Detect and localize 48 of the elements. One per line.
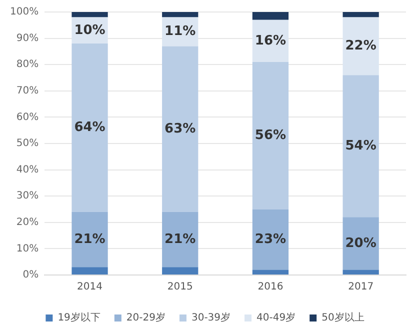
x-tick-label: 2015 — [167, 282, 193, 293]
y-tick-label: 0% — [22, 270, 39, 281]
y-tick-label: 30% — [16, 190, 39, 202]
x-tick-label: 2017 — [348, 282, 374, 293]
bar — [162, 267, 198, 274]
data-label: 11% — [164, 24, 196, 40]
bar — [342, 12, 379, 18]
bar — [252, 209, 289, 270]
legend-label: 19岁以下 — [58, 312, 100, 324]
data-label: 64% — [74, 120, 106, 136]
y-tick-label: 90% — [16, 32, 39, 44]
bar — [72, 267, 108, 274]
y-tick-label: 60% — [16, 112, 39, 123]
bar — [342, 270, 379, 274]
bar — [252, 12, 289, 20]
data-label: 21% — [164, 232, 196, 247]
data-label: 16% — [254, 33, 286, 48]
data-label: 56% — [254, 128, 286, 143]
bar — [162, 46, 198, 212]
bar — [162, 212, 198, 268]
legend-label: 40-49岁 — [256, 312, 296, 324]
bar — [72, 12, 108, 18]
legend-label: 50岁以上 — [322, 312, 364, 324]
y-tick-label: 70% — [16, 85, 39, 96]
data-label: 20% — [345, 236, 376, 251]
bar — [342, 217, 379, 270]
bar — [342, 75, 379, 218]
y-tick-label: 50% — [16, 138, 39, 150]
data-label: 63% — [164, 121, 196, 136]
legend-label: 30-39岁 — [191, 312, 231, 324]
y-tick-label: 80% — [16, 59, 39, 70]
x-tick-label: 2014 — [77, 282, 102, 293]
data-label: 22% — [345, 38, 376, 54]
data-label: 54% — [345, 138, 376, 154]
bar — [252, 62, 289, 210]
y-tick-label: 40% — [16, 164, 39, 176]
data-label: 21% — [74, 232, 106, 247]
data-label: 23% — [254, 232, 286, 247]
data-label: 10% — [74, 22, 106, 38]
bar — [72, 44, 108, 212]
legend-label: 20-29岁 — [126, 312, 166, 324]
bar — [162, 12, 198, 18]
bar — [252, 270, 289, 274]
y-tick-label: 100% — [10, 6, 39, 18]
y-tick-label: 20% — [16, 216, 39, 228]
y-tick-label: 10% — [16, 243, 39, 254]
bar — [72, 212, 108, 268]
x-tick-label: 2016 — [258, 282, 284, 293]
